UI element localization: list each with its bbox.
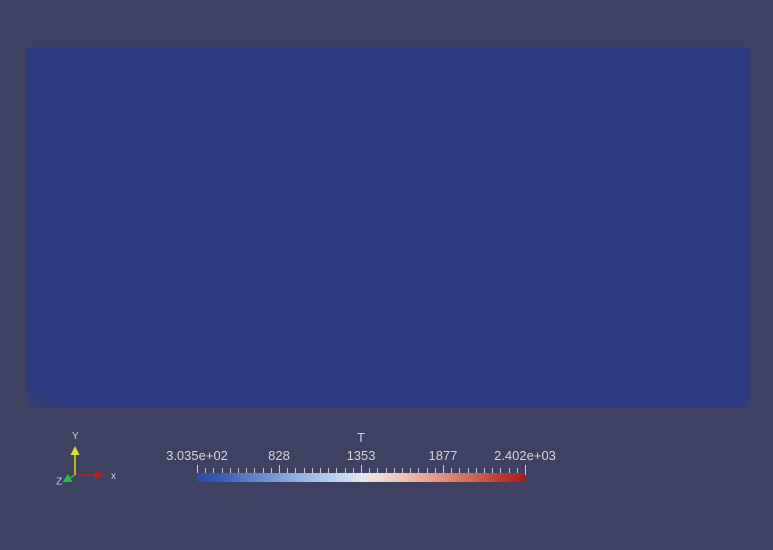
render-viewport[interactable] xyxy=(27,47,749,407)
color-legend-tick-label: 3.035e+02 xyxy=(166,448,228,463)
viewport-corner-shade xyxy=(27,387,67,407)
svg-text:x: x xyxy=(111,471,116,482)
color-legend-title: T xyxy=(357,430,365,445)
color-legend-tick-label: 1877 xyxy=(428,448,457,463)
orientation-axis-triad: xYZ xyxy=(57,437,117,492)
color-legend-tick-label: 1353 xyxy=(347,448,376,463)
svg-text:Z: Z xyxy=(56,476,62,487)
color-legend-tick-label: 2.402e+03 xyxy=(494,448,556,463)
svg-text:Y: Y xyxy=(72,431,79,442)
color-legend-bar xyxy=(197,473,525,482)
color-legend-tick-label: 828 xyxy=(268,448,290,463)
